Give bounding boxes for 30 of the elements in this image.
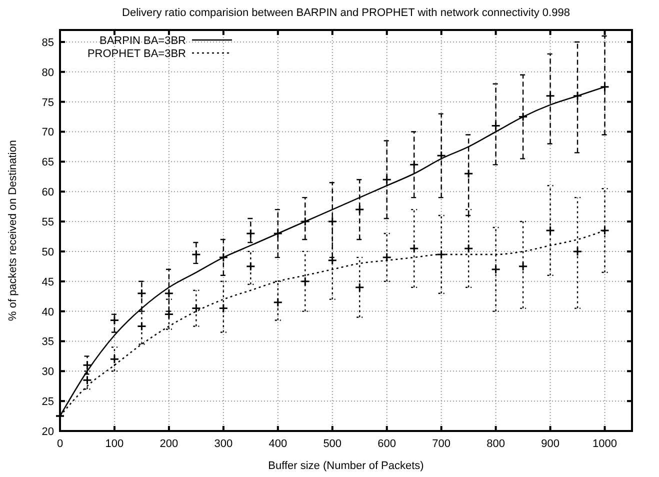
y-tick-label: 30 — [42, 366, 54, 378]
x-tick-label: 100 — [105, 438, 124, 450]
x-tick-label: 600 — [378, 438, 396, 450]
y-tick-label: 20 — [42, 426, 54, 438]
y-tick-label: 80 — [42, 66, 54, 79]
x-tick-label: 0 — [56, 438, 64, 450]
y-tick-label: 25 — [42, 396, 54, 408]
y-axis-title: % of packets received on Destination — [7, 140, 19, 321]
x-tick-label: 900 — [541, 438, 560, 450]
y-tick-label: 35 — [42, 336, 54, 348]
x-tick-label: 300 — [214, 438, 233, 450]
y-tick-label: 60 — [42, 186, 54, 199]
y-tick-label: 85 — [42, 36, 54, 49]
y-tick-label: 55 — [42, 216, 54, 229]
x-tick-label: 500 — [323, 438, 342, 450]
y-tick-label: 40 — [42, 306, 54, 318]
y-tick-label: 75 — [42, 96, 54, 109]
x-tick-label: 1000 — [592, 438, 618, 450]
y-tick-label: 65 — [42, 156, 54, 169]
x-tick-label: 400 — [268, 438, 288, 450]
y-tick-label: 45 — [42, 276, 54, 288]
legend-label: PROPHET BA=3BR — [87, 48, 186, 60]
x-tick-label: 700 — [432, 438, 451, 450]
x-tick-label: 800 — [486, 438, 505, 450]
x-axis-title: Buffer size (Number of Packets) — [268, 460, 424, 472]
y-tick-label: 70 — [42, 126, 54, 139]
x-tick-label: 200 — [160, 438, 178, 450]
chart-title: Delivery ratio comparision between BARPIN and PROPHET with network connectivity 0.998 — [122, 7, 570, 19]
y-tick-label: 50 — [42, 246, 54, 258]
legend-label: BARPIN BA=3BR — [99, 35, 186, 47]
